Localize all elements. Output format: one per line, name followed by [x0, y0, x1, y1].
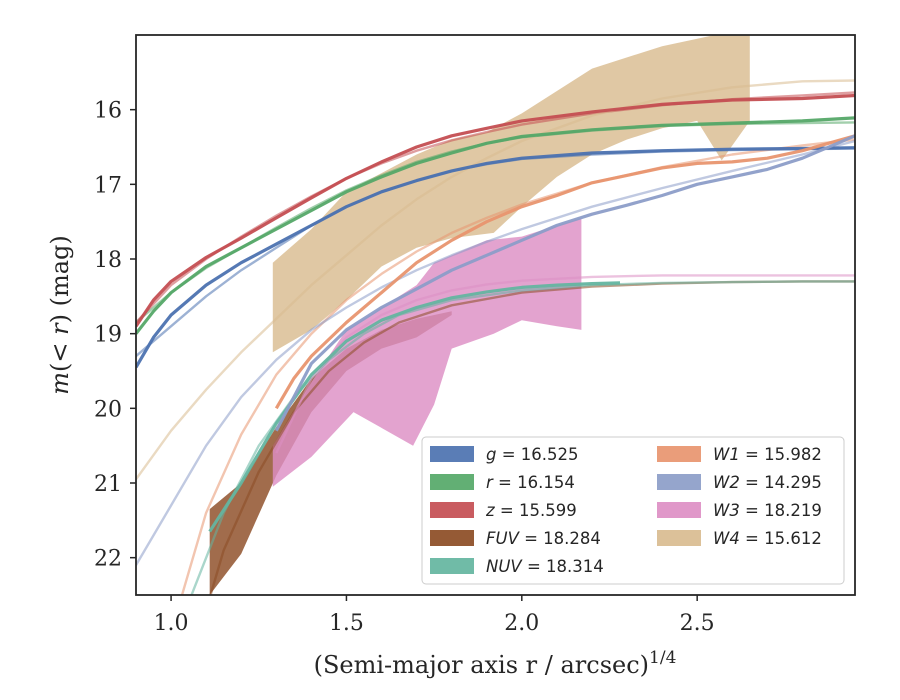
legend-item-fuv: FUV = 18.284 — [430, 529, 601, 548]
w1-data-line — [274, 134, 855, 410]
w3-model-line — [275, 274, 855, 454]
y-axis-label: m(< r) (mag) — [46, 235, 74, 395]
legend-swatch-r — [430, 474, 474, 490]
x-tick-label: 1.5 — [329, 611, 364, 636]
w4-band — [272, 35, 750, 353]
legend-label-r: r = 16.154 — [486, 473, 575, 492]
legend-label-nuv: NUV = 18.314 — [486, 557, 604, 576]
legend-item-w1: W1 = 15.982 — [657, 445, 822, 464]
y-tick-label: 16 — [94, 99, 122, 124]
y-tick-label: 22 — [94, 547, 122, 572]
legend-label-w4: W4 = 15.612 — [713, 529, 822, 548]
legend-item-z: z = 15.599 — [430, 501, 577, 520]
legend-swatch-w2 — [657, 474, 701, 490]
y-tick-label: 17 — [94, 173, 122, 198]
legend-item-g: g = 16.525 — [430, 445, 579, 464]
legend-item-w2: W2 = 14.295 — [657, 473, 822, 492]
x-tick-label: 1.0 — [154, 611, 189, 636]
r-data-line — [136, 116, 855, 335]
g-data-line — [136, 146, 855, 369]
legend-swatch-g — [430, 446, 474, 462]
y-axis-ticks: 16 17 18 19 20 21 22 — [94, 99, 136, 572]
legend-item-r: r = 16.154 — [430, 473, 575, 492]
legend-item-w3: W3 = 18.219 — [657, 501, 822, 520]
y-tick-label: 18 — [94, 248, 122, 273]
y-tick-label: 20 — [94, 397, 122, 422]
legend: g = 16.525 r = 16.154 z = 15.599 FUV = 18.2… — [421, 436, 845, 585]
legend-item-w4: W4 = 15.612 — [657, 529, 822, 548]
legend-swatch-w4 — [657, 530, 701, 546]
legend-label-z: z = 15.599 — [485, 501, 577, 520]
legend-swatch-fuv — [430, 530, 474, 546]
w3-band — [272, 217, 582, 487]
legend-label-g: g = 16.525 — [486, 445, 579, 464]
x-tick-label: 2.0 — [504, 611, 539, 636]
w2-model-line — [136, 139, 855, 566]
x-tick-label: 2.5 — [680, 611, 715, 636]
plot-frame — [135, 34, 856, 596]
x-axis-label: (Semi-major axis r / arcsec)1/4 — [314, 648, 677, 679]
legend-label-w1: W1 = 15.982 — [713, 445, 822, 464]
w2-data-line — [274, 134, 855, 432]
y-tick-label: 19 — [94, 323, 122, 348]
nuv-data-line — [208, 281, 621, 533]
w1-model-line — [180, 138, 855, 595]
legend-swatch-w3 — [657, 502, 701, 518]
w4-model-line — [136, 79, 855, 481]
series-lines — [136, 79, 855, 595]
legend-label-w3: W3 = 18.219 — [713, 501, 822, 520]
legend-item-nuv: NUV = 18.314 — [430, 557, 604, 576]
legend-swatch-nuv — [430, 558, 474, 574]
x-axis-ticks: 1.0 1.5 2.0 2.5 — [154, 595, 715, 636]
legend-swatch-w1 — [657, 446, 701, 462]
y-tick-label: 21 — [94, 472, 122, 497]
nuv-model-line — [190, 280, 855, 595]
legend-label-w2: W2 = 14.295 — [713, 473, 822, 492]
legend-box — [421, 436, 845, 585]
legend-swatch-z — [430, 502, 474, 518]
legend-label-fuv: FUV = 18.284 — [486, 529, 601, 548]
z-data-line — [136, 93, 855, 328]
